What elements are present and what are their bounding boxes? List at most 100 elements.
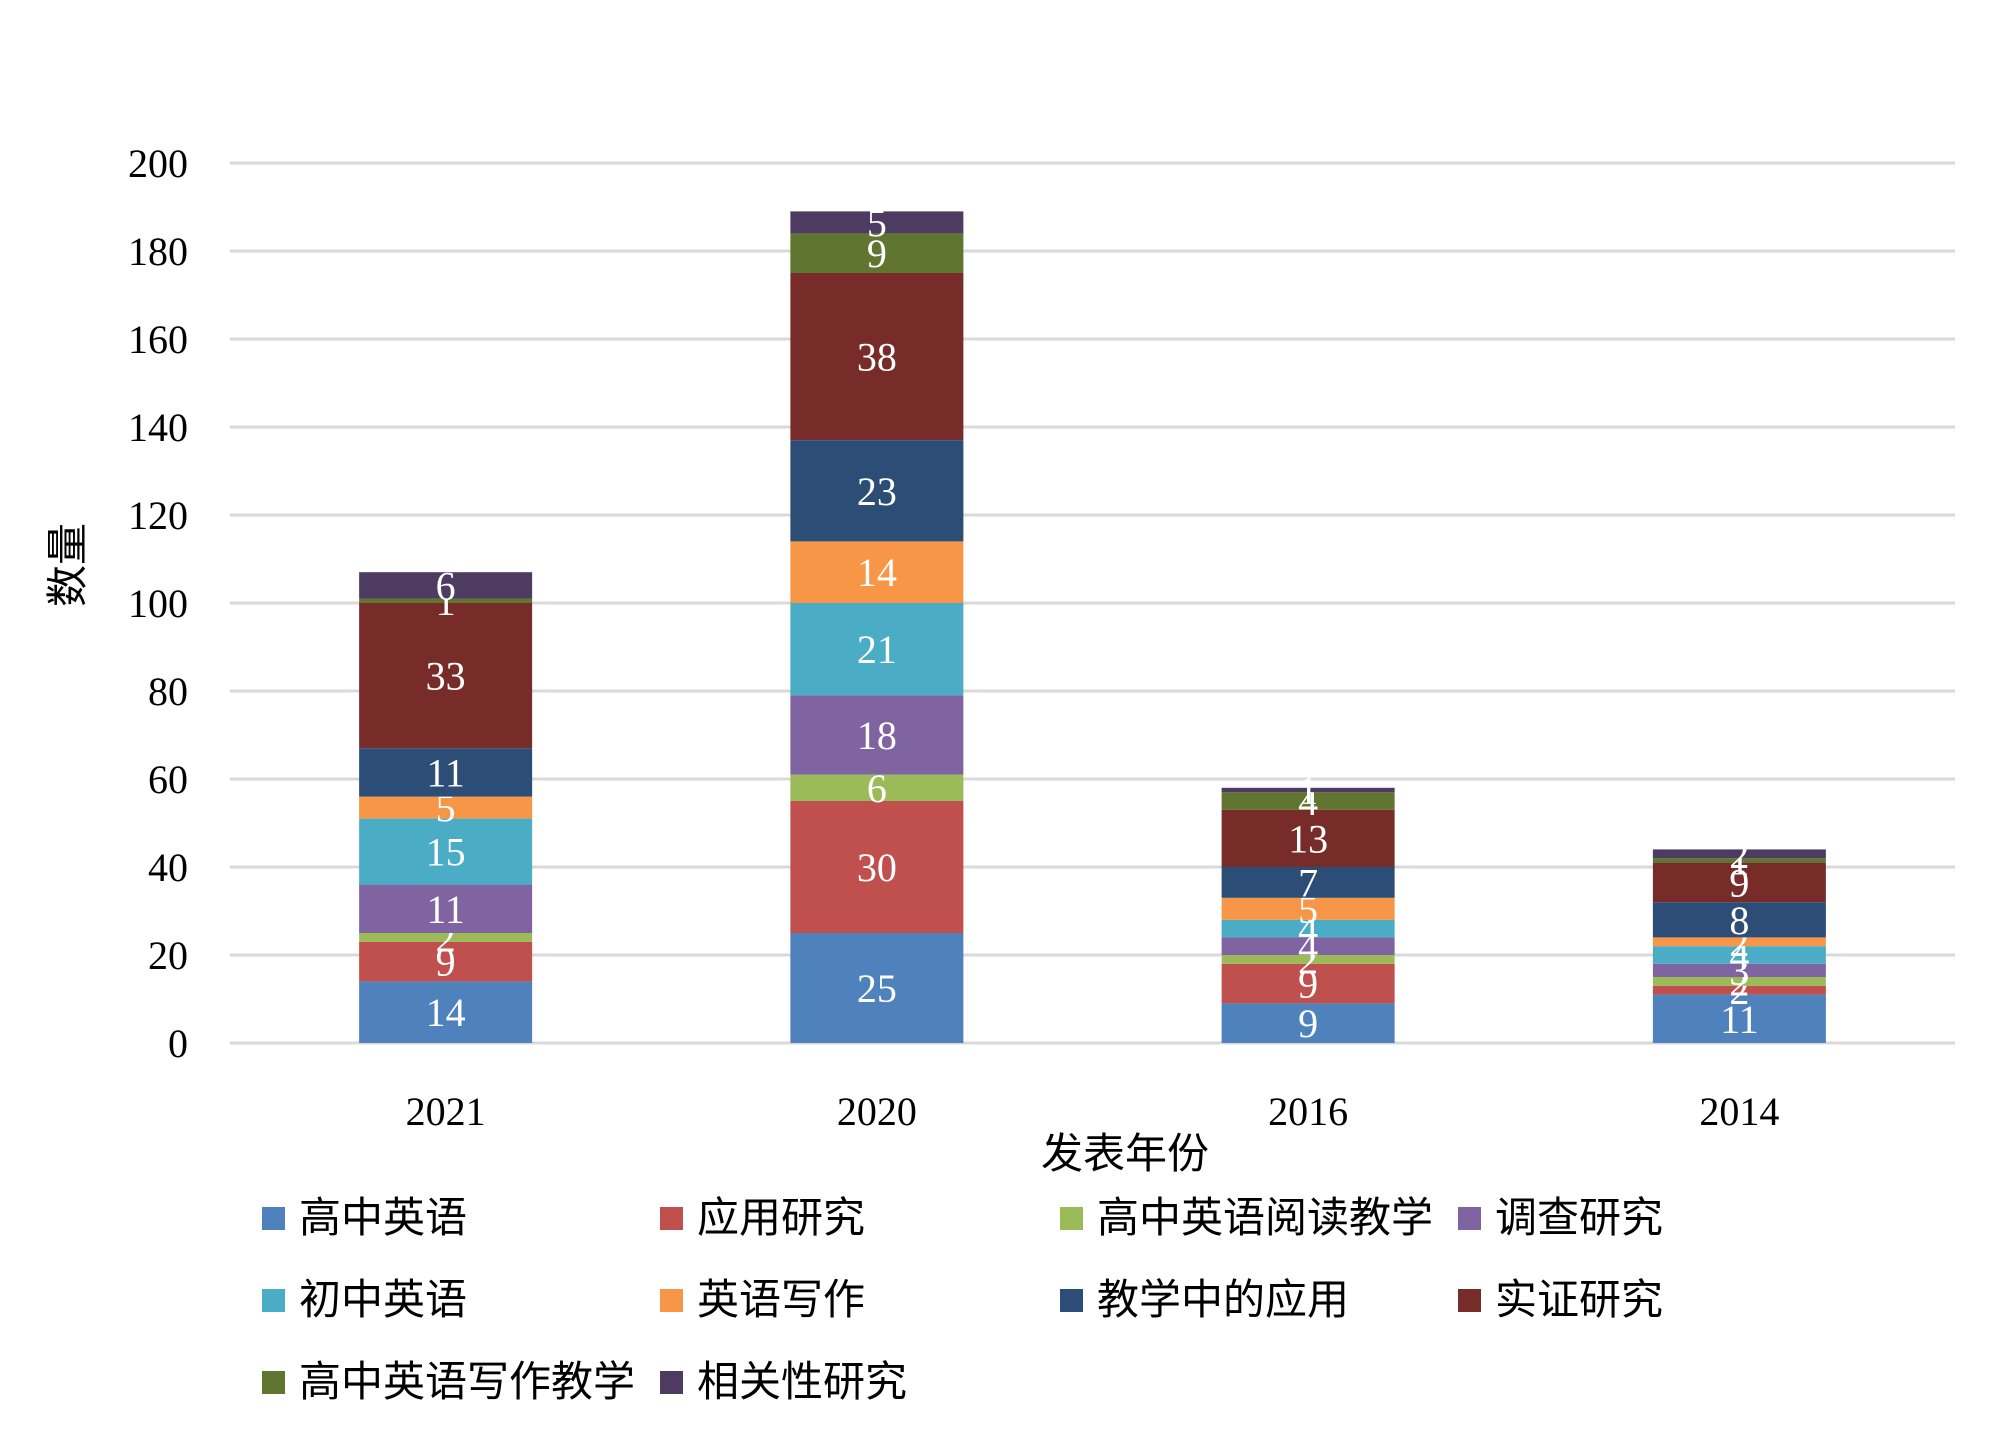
data-label: 11 xyxy=(1720,997,1759,1042)
legend-label: 高中英语 xyxy=(299,1193,467,1242)
legend-label: 实证研究 xyxy=(1495,1275,1663,1324)
bar-segment xyxy=(1652,963,1826,977)
bar-segment xyxy=(1221,937,1395,955)
bar-segment xyxy=(1221,867,1395,898)
legend-swatch xyxy=(660,1371,683,1394)
bar-segment xyxy=(1652,902,1826,938)
bar-segment xyxy=(359,884,533,933)
bar-segment xyxy=(790,695,964,775)
data-label: 9 xyxy=(867,231,887,276)
legend-swatch xyxy=(1458,1289,1481,1312)
bar-segment xyxy=(1652,849,1826,859)
data-label: 9 xyxy=(1298,962,1318,1007)
bar-segment xyxy=(1652,977,1826,986)
data-label: 18 xyxy=(857,713,897,758)
legend-swatch xyxy=(660,1289,683,1312)
bar-segment xyxy=(790,273,964,441)
data-label: 11 xyxy=(426,750,465,795)
data-label: 5 xyxy=(867,200,887,245)
bars: 1492111551133162530618211423389599244571… xyxy=(359,200,1826,1046)
legend-label: 调查研究 xyxy=(1495,1193,1663,1242)
bar-segment xyxy=(359,748,533,797)
bar-segment xyxy=(1652,946,1826,964)
bar-segment xyxy=(1221,919,1395,938)
y-axis-ticks: 0 20 40 60 80 100 120 140 160 180 200 xyxy=(128,141,188,1066)
legend-label: 教学中的应用 xyxy=(1097,1275,1349,1324)
bar-segment xyxy=(790,211,964,234)
y-axis-title: 数量 xyxy=(43,523,92,607)
legend-swatch xyxy=(1060,1289,1083,1312)
bar-segment xyxy=(790,801,964,933)
x-tick-label: 2021 xyxy=(406,1089,486,1134)
bar-segment xyxy=(1652,994,1826,1043)
data-label: 9 xyxy=(436,940,456,985)
data-label: 6 xyxy=(436,563,456,608)
bar-segment xyxy=(790,233,964,273)
bar-segment xyxy=(790,774,964,801)
bar-segment xyxy=(359,796,533,819)
data-label: 21 xyxy=(857,627,897,672)
data-label: 5 xyxy=(436,786,456,831)
bar-segment xyxy=(359,941,533,982)
y-tick-label: 80 xyxy=(148,669,188,714)
data-label: 15 xyxy=(426,830,466,875)
data-label: 6 xyxy=(867,766,887,811)
legend-label: 英语写作 xyxy=(697,1275,865,1324)
legend-swatch xyxy=(1458,1207,1481,1230)
y-tick-label: 180 xyxy=(128,229,188,274)
data-label: 33 xyxy=(426,654,466,699)
y-tick-label: 40 xyxy=(148,845,188,890)
legend-swatch xyxy=(262,1207,285,1230)
data-label: 2 xyxy=(1729,832,1749,877)
data-label: 1 xyxy=(1298,768,1318,813)
bar-segment xyxy=(359,933,533,942)
bar-segment xyxy=(790,933,964,1043)
bar-segment xyxy=(1221,897,1395,920)
legend-swatch xyxy=(1060,1207,1083,1230)
legend-label: 相关性研究 xyxy=(697,1357,907,1406)
bar-segment xyxy=(1652,985,1826,995)
data-label: 8 xyxy=(1729,898,1749,943)
y-tick-label: 100 xyxy=(128,581,188,626)
y-tick-label: 200 xyxy=(128,141,188,186)
data-label: 9 xyxy=(1729,860,1749,905)
bar-segment xyxy=(359,981,533,1043)
bar-segment xyxy=(359,598,533,603)
data-label: 30 xyxy=(857,845,897,890)
legend-label: 高中英语阅读教学 xyxy=(1097,1193,1433,1242)
legend-label: 应用研究 xyxy=(697,1193,865,1242)
legend-swatch xyxy=(262,1289,285,1312)
data-label: 9 xyxy=(1298,1001,1318,1046)
bar-segment xyxy=(1221,809,1395,867)
bar-segment xyxy=(1652,858,1826,863)
data-label: 38 xyxy=(857,335,897,380)
x-axis-title: 发表年份 xyxy=(1041,1129,1209,1178)
bar-segment xyxy=(1221,963,1395,1004)
x-tick-label: 2020 xyxy=(837,1089,917,1134)
y-tick-label: 140 xyxy=(128,405,188,450)
legend-swatch xyxy=(262,1371,285,1394)
x-tick-label: 2014 xyxy=(1699,1089,1779,1134)
y-tick-label: 120 xyxy=(128,493,188,538)
data-label: 14 xyxy=(426,990,466,1035)
y-tick-label: 60 xyxy=(148,757,188,802)
bar-segment xyxy=(790,440,964,542)
bar-segment xyxy=(1221,787,1395,793)
data-label: 5 xyxy=(1298,887,1318,932)
bar-segment xyxy=(790,603,964,696)
x-tick-label: 2016 xyxy=(1268,1089,1348,1134)
data-label: 23 xyxy=(857,469,897,514)
x-axis-ticks: 2021 2020 2016 2014 xyxy=(406,1089,1780,1134)
bar-segment xyxy=(1652,862,1826,903)
bar-segment xyxy=(359,572,533,599)
data-label: 14 xyxy=(857,550,897,595)
data-label: 25 xyxy=(857,966,897,1011)
bar-segment xyxy=(1221,955,1395,964)
data-label: 13 xyxy=(1288,816,1328,861)
bar-segment xyxy=(790,541,964,603)
data-label: 11 xyxy=(426,887,465,932)
legend-label: 初中英语 xyxy=(299,1275,467,1324)
legend-swatch xyxy=(660,1207,683,1230)
